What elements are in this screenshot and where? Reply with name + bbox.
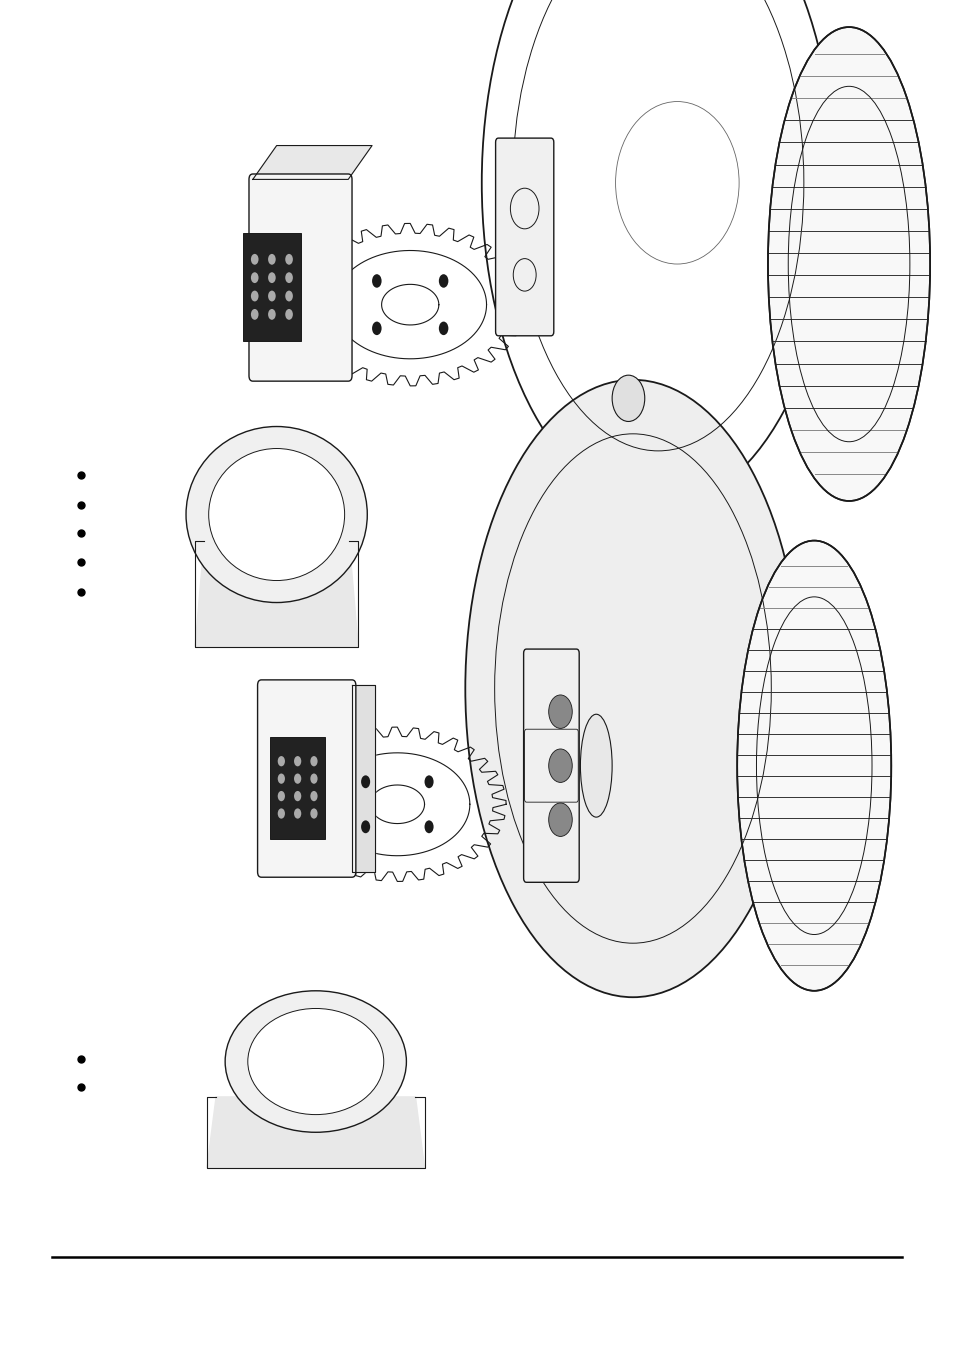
FancyBboxPatch shape — [249, 173, 352, 382]
Circle shape — [438, 274, 448, 287]
Circle shape — [277, 791, 285, 802]
Circle shape — [251, 272, 258, 283]
Circle shape — [372, 322, 381, 336]
Circle shape — [548, 749, 572, 783]
Circle shape — [310, 808, 317, 819]
Circle shape — [277, 773, 285, 784]
Circle shape — [251, 255, 258, 265]
Ellipse shape — [737, 540, 890, 991]
Circle shape — [424, 821, 434, 833]
Circle shape — [251, 291, 258, 302]
Circle shape — [294, 791, 301, 802]
Circle shape — [268, 272, 275, 283]
Circle shape — [285, 272, 293, 283]
Ellipse shape — [225, 991, 406, 1132]
FancyBboxPatch shape — [496, 138, 553, 336]
Polygon shape — [253, 145, 372, 179]
Circle shape — [277, 756, 285, 766]
Ellipse shape — [186, 427, 367, 603]
Polygon shape — [207, 1097, 424, 1167]
Circle shape — [548, 803, 572, 837]
Circle shape — [424, 776, 434, 788]
Circle shape — [268, 309, 275, 320]
Circle shape — [310, 791, 317, 802]
Polygon shape — [352, 685, 375, 872]
Circle shape — [548, 695, 572, 728]
Polygon shape — [194, 540, 358, 646]
Circle shape — [310, 773, 317, 784]
Circle shape — [294, 808, 301, 819]
Circle shape — [268, 255, 275, 265]
Circle shape — [294, 773, 301, 784]
Ellipse shape — [767, 27, 929, 501]
FancyBboxPatch shape — [257, 680, 355, 877]
FancyBboxPatch shape — [523, 649, 578, 883]
Circle shape — [285, 255, 293, 265]
Bar — [271, 737, 324, 839]
Circle shape — [268, 291, 275, 302]
Ellipse shape — [579, 715, 612, 816]
Circle shape — [294, 756, 301, 766]
Circle shape — [251, 309, 258, 320]
Circle shape — [285, 309, 293, 320]
Circle shape — [612, 375, 644, 421]
Circle shape — [360, 821, 370, 833]
Ellipse shape — [209, 448, 344, 581]
Circle shape — [310, 756, 317, 766]
Circle shape — [285, 291, 293, 302]
Circle shape — [438, 322, 448, 336]
Circle shape — [277, 808, 285, 819]
Circle shape — [360, 776, 370, 788]
Ellipse shape — [248, 1009, 383, 1114]
Ellipse shape — [465, 379, 800, 997]
Circle shape — [372, 274, 381, 287]
Bar — [243, 233, 300, 341]
